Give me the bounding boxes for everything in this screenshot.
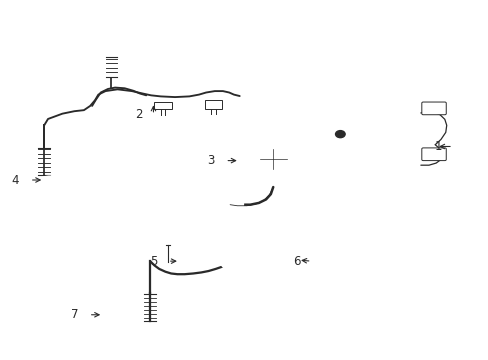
Text: 4: 4 bbox=[12, 174, 19, 186]
FancyBboxPatch shape bbox=[204, 100, 222, 109]
FancyBboxPatch shape bbox=[154, 102, 171, 109]
Text: 1: 1 bbox=[434, 140, 442, 153]
Text: 2: 2 bbox=[135, 108, 142, 121]
Text: 6: 6 bbox=[293, 255, 301, 267]
Text: 5: 5 bbox=[150, 255, 157, 267]
FancyBboxPatch shape bbox=[421, 102, 446, 115]
Circle shape bbox=[294, 100, 385, 168]
Circle shape bbox=[234, 131, 311, 187]
Ellipse shape bbox=[220, 252, 258, 272]
Circle shape bbox=[261, 98, 329, 149]
Ellipse shape bbox=[99, 311, 120, 319]
FancyBboxPatch shape bbox=[421, 148, 446, 161]
Ellipse shape bbox=[245, 239, 286, 259]
Circle shape bbox=[335, 131, 345, 138]
Text: 3: 3 bbox=[207, 154, 214, 167]
Text: 7: 7 bbox=[71, 308, 78, 321]
Circle shape bbox=[216, 194, 243, 214]
Ellipse shape bbox=[40, 176, 61, 184]
FancyBboxPatch shape bbox=[312, 123, 378, 149]
Ellipse shape bbox=[233, 157, 253, 164]
Circle shape bbox=[359, 108, 435, 164]
